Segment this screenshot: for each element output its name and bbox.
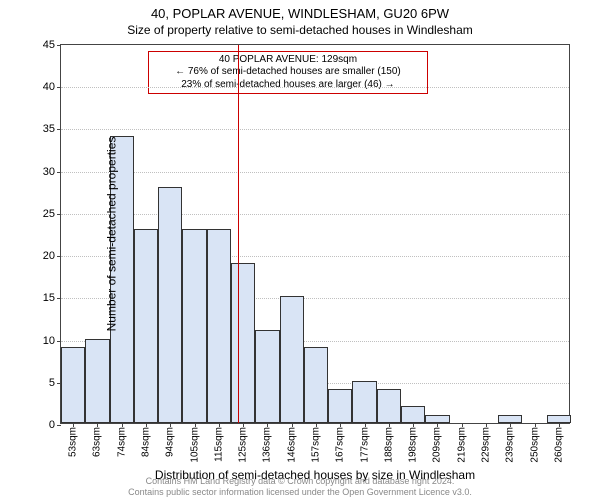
histogram-bar — [231, 263, 255, 423]
gridline — [61, 87, 569, 88]
histogram-bar — [547, 415, 571, 423]
xtick-label: 105sqm — [189, 427, 200, 463]
xtick-label: 115sqm — [213, 427, 224, 462]
ytick-mark — [57, 341, 61, 342]
histogram-bar — [425, 415, 449, 423]
histogram-bar — [85, 339, 109, 423]
histogram-bar — [328, 389, 352, 423]
ytick-mark — [57, 129, 61, 130]
xtick-label: 53sqm — [68, 427, 79, 457]
title-subtitle: Size of property relative to semi-detach… — [0, 23, 600, 37]
plot-region: 40 POPLAR AVENUE: 129sqm← 76% of semi-de… — [60, 44, 570, 424]
histogram-bar — [182, 229, 206, 423]
ytick-label: 35 — [43, 123, 55, 135]
title-block: 40, POPLAR AVENUE, WINDLESHAM, GU20 6PW … — [0, 0, 600, 37]
xtick-label: 157sqm — [311, 427, 322, 463]
title-address: 40, POPLAR AVENUE, WINDLESHAM, GU20 6PW — [0, 6, 600, 21]
ytick-mark — [57, 298, 61, 299]
histogram-bar — [401, 406, 425, 423]
xtick-label: 74sqm — [116, 427, 127, 457]
xtick-label: 198sqm — [408, 427, 419, 463]
ytick-mark — [57, 256, 61, 257]
ytick-label: 20 — [43, 250, 55, 262]
annotation-line: 40 POPLAR AVENUE: 129sqm — [155, 54, 422, 67]
ytick-label: 40 — [43, 81, 55, 93]
histogram-bar — [498, 415, 522, 423]
histogram-bar — [158, 187, 182, 423]
xtick-label: 125sqm — [238, 427, 249, 463]
ytick-label: 45 — [43, 39, 55, 51]
xtick-label: 219sqm — [456, 427, 467, 463]
footer-attribution: Contains HM Land Registry data © Crown c… — [0, 476, 600, 498]
histogram-bar — [207, 229, 231, 423]
xtick-label: 209sqm — [432, 427, 443, 463]
xtick-label: 146sqm — [286, 427, 297, 463]
chart-area: 40 POPLAR AVENUE: 129sqm← 76% of semi-de… — [60, 44, 570, 424]
histogram-bar — [352, 381, 376, 423]
histogram-bar — [304, 347, 328, 423]
xtick-label: 63sqm — [92, 427, 103, 457]
xtick-label: 260sqm — [553, 427, 564, 463]
histogram-bar — [377, 389, 401, 423]
xtick-label: 167sqm — [335, 427, 346, 463]
xtick-label: 84sqm — [141, 427, 152, 457]
footer-line: Contains public sector information licen… — [0, 487, 600, 498]
histogram-bar — [280, 296, 304, 423]
histogram-bar — [255, 330, 279, 423]
xtick-label: 136sqm — [262, 427, 273, 463]
xtick-label: 250sqm — [529, 427, 540, 463]
xtick-label: 177sqm — [359, 427, 370, 463]
ytick-mark — [57, 425, 61, 426]
ytick-mark — [57, 172, 61, 173]
histogram-bar — [134, 229, 158, 423]
ytick-label: 25 — [43, 208, 55, 220]
xtick-label: 229sqm — [481, 427, 492, 463]
xtick-label: 188sqm — [383, 427, 394, 463]
ytick-label: 15 — [43, 292, 55, 304]
xtick-label: 94sqm — [165, 427, 176, 457]
ytick-label: 5 — [49, 377, 55, 389]
ytick-label: 30 — [43, 166, 55, 178]
footer-line: Contains HM Land Registry data © Crown c… — [0, 476, 600, 487]
ytick-mark — [57, 45, 61, 46]
y-axis-label: Number of semi-detached properties — [104, 137, 118, 332]
ytick-label: 0 — [49, 419, 55, 431]
gridline — [61, 214, 569, 215]
ytick-mark — [57, 214, 61, 215]
ytick-label: 10 — [43, 335, 55, 347]
ytick-mark — [57, 87, 61, 88]
annotation-line: ← 76% of semi-detached houses are smalle… — [155, 66, 422, 79]
histogram-bar — [61, 347, 85, 423]
gridline — [61, 172, 569, 173]
property-marker-line — [238, 45, 239, 423]
annotation-line: 23% of semi-detached houses are larger (… — [155, 79, 422, 92]
gridline — [61, 129, 569, 130]
xtick-label: 239sqm — [505, 427, 516, 463]
